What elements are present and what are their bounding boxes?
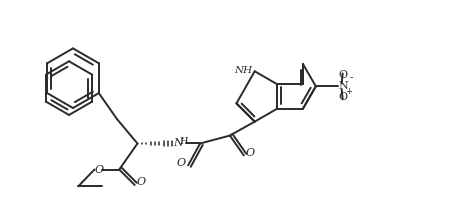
Text: O: O [137, 177, 146, 187]
Text: NH: NH [235, 66, 253, 75]
Text: +: + [346, 87, 352, 96]
Text: O: O [338, 70, 347, 80]
Text: -: - [350, 72, 353, 83]
Text: O: O [246, 148, 255, 158]
Text: O: O [177, 158, 186, 168]
Text: N: N [339, 81, 348, 91]
Text: O: O [338, 92, 347, 102]
Text: O: O [95, 165, 104, 175]
Text: H: H [180, 137, 188, 146]
Text: N: N [173, 138, 183, 148]
